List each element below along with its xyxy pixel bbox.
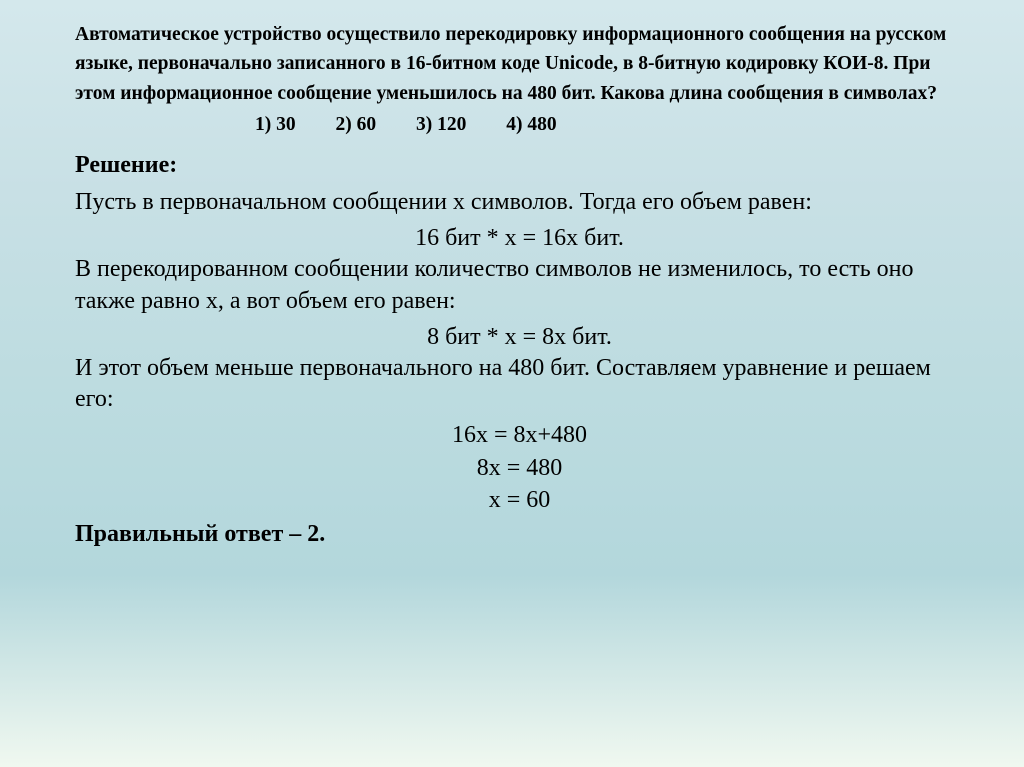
equation-5: x = 60 xyxy=(75,484,964,516)
option-3: 3) 120 xyxy=(416,114,466,135)
equation-2: 8 бит * x = 8x бит. xyxy=(75,321,964,353)
answer-options: 1) 30 2) 60 3) 120 4) 480 xyxy=(75,114,964,136)
solution-label: Решение: xyxy=(75,152,964,179)
equation-3: 16x = 8x+480 xyxy=(75,419,964,451)
correct-answer: Правильный ответ – 2. xyxy=(75,521,964,548)
equation-4: 8x = 480 xyxy=(75,452,964,484)
solution-line-2: В перекодированном сообщении количество … xyxy=(75,254,964,316)
option-4: 4) 480 xyxy=(506,114,556,135)
solution-line-1: Пусть в первоначальном сообщении x симво… xyxy=(75,187,964,218)
equation-1: 16 бит * x = 16x бит. xyxy=(75,222,964,254)
problem-statement: Автоматическое устройство осуществило пе… xyxy=(75,20,964,108)
option-1: 1) 30 xyxy=(255,114,296,135)
option-2: 2) 60 xyxy=(336,114,377,135)
solution-line-3: И этот объем меньше первоначального на 4… xyxy=(75,353,964,415)
